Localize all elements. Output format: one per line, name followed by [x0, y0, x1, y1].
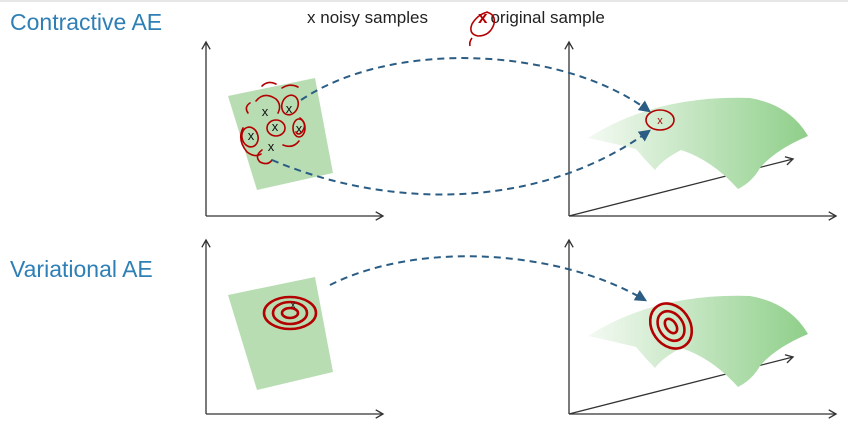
noisy-sample-1: x — [262, 104, 269, 119]
legend-noisy-marker: x — [307, 8, 316, 27]
legend-original-label: original sample — [490, 8, 605, 27]
contractive-input-axes — [201, 40, 385, 221]
contractive-mapping-arrow-lower — [271, 129, 651, 196]
variational-input-axes — [201, 238, 385, 419]
contractive-original-sample: x — [657, 115, 663, 127]
noisy-sample-3: x — [272, 119, 279, 134]
contractive-original-circle — [645, 109, 675, 131]
noisy-sample-5: x — [296, 121, 303, 136]
legend-original-sample: x original sample — [478, 8, 605, 28]
contractive-manifold — [588, 97, 808, 189]
contractive-mapping-arrow-upper — [300, 57, 651, 113]
contractive-scribbles — [239, 81, 306, 165]
noisy-sample-4: x — [248, 128, 255, 143]
legend-original-circle — [468, 11, 496, 47]
variational-input-gaussian — [262, 295, 318, 331]
noisy-sample-2: x — [286, 101, 293, 116]
legend-original-marker: x — [478, 8, 488, 27]
contractive-noisy-samples: x x x x x x — [248, 101, 303, 154]
variational-manifold — [588, 295, 808, 387]
legend-noisy-label: noisy samples — [320, 8, 428, 27]
variational-mapping-arrow — [329, 255, 648, 302]
noisy-sample-6: x — [268, 139, 275, 154]
variational-ae-title: Variational AE — [10, 256, 153, 282]
legend-noisy-samples: x noisy samples — [307, 8, 428, 28]
contractive-input-patch — [228, 78, 333, 190]
variational-input-sample: x — [291, 300, 296, 311]
variational-latent-gaussian — [648, 302, 694, 350]
variational-input-patch — [228, 277, 333, 390]
contractive-ae-title: Contractive AE — [10, 9, 163, 35]
